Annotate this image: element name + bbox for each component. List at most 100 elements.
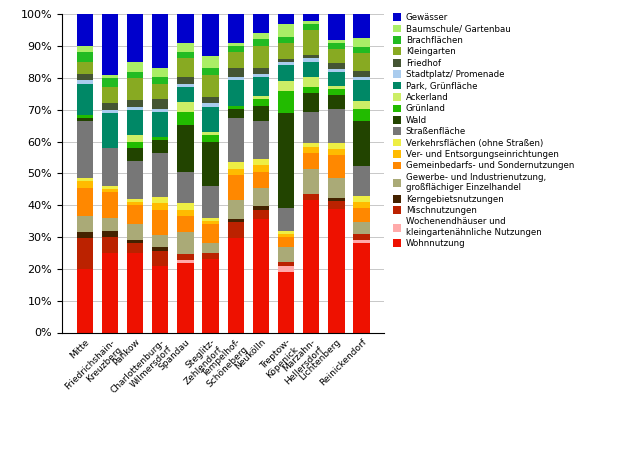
Bar [328, 43, 345, 48]
Bar [353, 101, 370, 109]
Bar [278, 231, 294, 234]
Bar [77, 52, 93, 62]
Bar [152, 247, 169, 251]
Bar [102, 104, 118, 110]
Bar [228, 68, 244, 77]
Bar [253, 159, 269, 165]
Bar [278, 247, 294, 263]
Bar [303, 55, 319, 58]
Bar [353, 240, 370, 243]
Bar [177, 14, 193, 43]
Bar [353, 76, 370, 80]
Bar [152, 266, 169, 332]
Bar [303, 112, 319, 143]
Bar [328, 89, 345, 95]
Bar [253, 188, 269, 207]
Bar [253, 105, 269, 122]
Bar [102, 192, 118, 218]
Bar [152, 203, 169, 209]
Bar [353, 121, 370, 166]
Bar [203, 75, 219, 97]
Bar [328, 63, 345, 69]
Bar [127, 253, 143, 332]
Bar [77, 14, 93, 46]
Bar [77, 238, 93, 269]
Bar [253, 68, 269, 74]
Bar [152, 14, 169, 68]
Bar [102, 218, 118, 231]
Bar [278, 237, 294, 247]
Bar [152, 251, 169, 266]
Bar [303, 20, 319, 24]
Bar [152, 153, 169, 197]
Bar [328, 198, 345, 200]
Bar [253, 74, 269, 77]
Bar [152, 140, 169, 153]
Bar [177, 77, 193, 84]
Bar [77, 62, 93, 74]
Bar [152, 68, 169, 77]
Bar [77, 80, 93, 84]
Bar [102, 87, 118, 104]
Bar [328, 209, 345, 332]
Bar [102, 231, 118, 237]
Bar [127, 142, 143, 148]
Bar [177, 254, 193, 260]
Bar [127, 205, 143, 224]
Bar [353, 196, 370, 201]
Bar [303, 93, 319, 112]
Bar [102, 78, 118, 87]
Bar [228, 238, 244, 332]
Bar [77, 118, 93, 122]
Bar [127, 161, 143, 199]
Bar [353, 201, 370, 208]
Bar [127, 110, 143, 135]
Bar [203, 97, 219, 104]
Bar [278, 209, 294, 231]
Bar [177, 260, 193, 263]
Bar [77, 115, 93, 118]
Bar [152, 137, 169, 140]
Bar [228, 105, 244, 109]
Bar [177, 58, 193, 77]
Bar [152, 235, 169, 247]
Bar [353, 53, 370, 71]
Bar [353, 166, 370, 196]
Bar [328, 69, 345, 72]
Bar [303, 30, 319, 55]
Bar [253, 209, 269, 219]
Bar [278, 234, 294, 237]
Bar [152, 197, 169, 203]
Bar [102, 186, 118, 189]
Bar [203, 14, 219, 56]
Bar [203, 104, 219, 106]
Bar [127, 106, 143, 110]
Bar [353, 234, 370, 240]
Bar [228, 118, 244, 162]
Bar [328, 48, 345, 63]
Bar [303, 77, 319, 87]
Bar [177, 263, 193, 332]
Bar [127, 202, 143, 205]
Bar [152, 112, 169, 137]
Bar [228, 169, 244, 175]
Bar [203, 253, 219, 259]
Bar [177, 43, 193, 52]
Bar [203, 106, 219, 132]
Bar [328, 14, 345, 40]
Bar [253, 219, 269, 332]
Bar [278, 59, 294, 62]
Bar [253, 172, 269, 188]
Bar [253, 14, 269, 33]
Bar [253, 165, 269, 172]
Bar [203, 68, 219, 75]
Bar [353, 222, 370, 234]
Bar [102, 253, 118, 332]
Bar [77, 84, 93, 115]
Bar [228, 175, 244, 200]
Bar [203, 135, 219, 142]
Bar [328, 149, 345, 155]
Bar [127, 243, 143, 253]
Bar [303, 24, 319, 30]
Bar [253, 99, 269, 105]
